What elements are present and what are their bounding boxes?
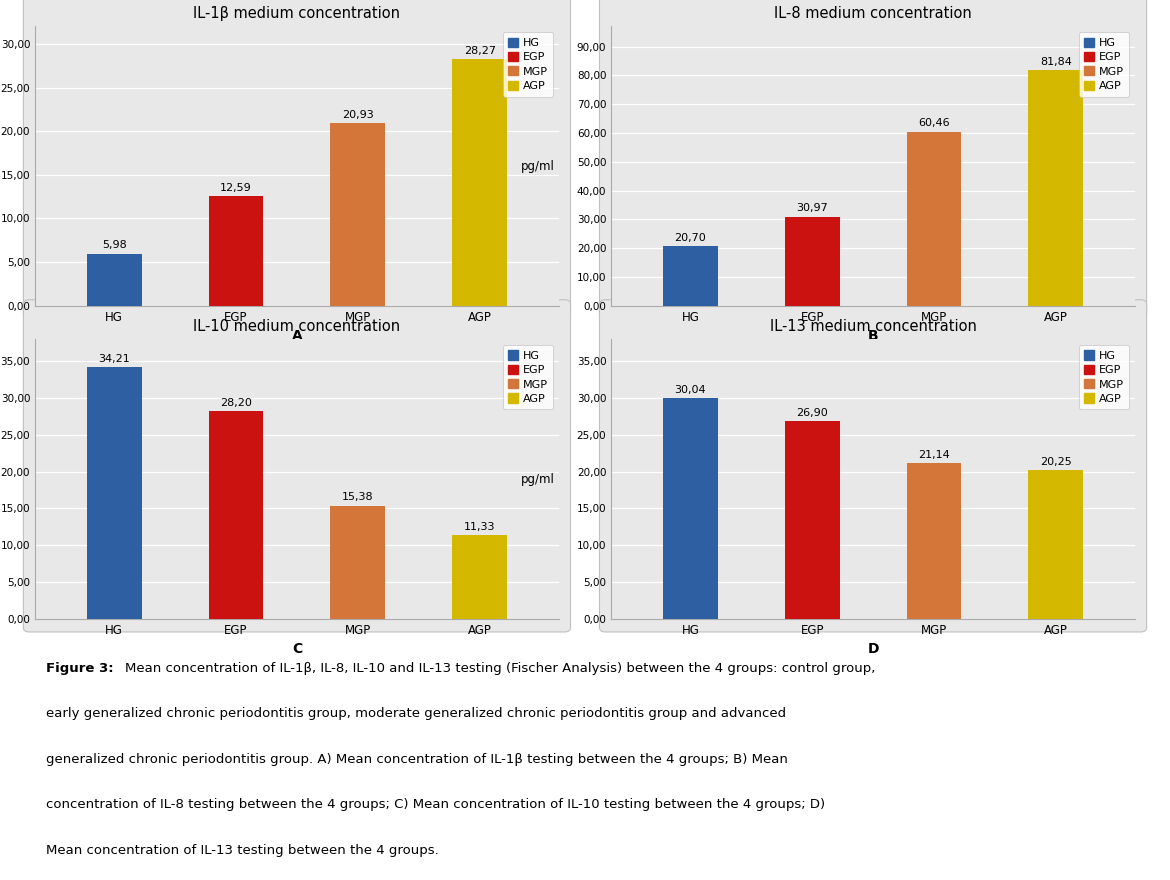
Text: 11,33: 11,33 [463, 522, 495, 532]
Text: 34,21: 34,21 [98, 354, 130, 363]
X-axis label: A: A [291, 329, 302, 343]
Bar [87, 367, 142, 619]
Bar [453, 535, 507, 619]
Legend: HG, EGP, MGP, AGP: HG, EGP, MGP, AGP [1079, 345, 1129, 409]
Text: 81,84: 81,84 [1040, 56, 1072, 67]
Bar [330, 123, 385, 306]
Legend: HG, EGP, MGP, AGP: HG, EGP, MGP, AGP [503, 32, 553, 97]
Bar [208, 196, 263, 306]
X-axis label: B: B [868, 329, 879, 343]
Title: IL-8 medium concentration: IL-8 medium concentration [775, 6, 972, 21]
Y-axis label: pg/ml: pg/ml [521, 473, 555, 486]
Bar [907, 132, 962, 306]
Text: 15,38: 15,38 [342, 492, 373, 502]
Text: 5,98: 5,98 [102, 240, 126, 250]
Bar [785, 421, 840, 619]
Text: generalized chronic periodontitis group. A) Mean concentration of IL-1β testing : generalized chronic periodontitis group.… [46, 752, 787, 766]
Text: Mean concentration of IL-1β, IL-8, IL-10 and IL-13 testing (Fischer Analysis) be: Mean concentration of IL-1β, IL-8, IL-10… [125, 662, 875, 675]
Bar [208, 412, 263, 619]
Title: IL-1β medium concentration: IL-1β medium concentration [193, 6, 400, 21]
X-axis label: D: D [867, 642, 879, 656]
Bar [87, 253, 142, 306]
Text: Mean concentration of IL-13 testing between the 4 groups.: Mean concentration of IL-13 testing betw… [46, 844, 439, 857]
Text: 28,27: 28,27 [463, 46, 496, 55]
Bar [330, 506, 385, 619]
Y-axis label: pg/ml: pg/ml [521, 159, 555, 172]
Text: concentration of IL-8 testing between the 4 groups; C) Mean concentration of IL-: concentration of IL-8 testing between th… [46, 798, 825, 811]
Text: 20,93: 20,93 [342, 110, 373, 120]
Text: 30,97: 30,97 [797, 203, 828, 213]
Text: Figure 3:: Figure 3: [46, 662, 118, 675]
Legend: HG, EGP, MGP, AGP: HG, EGP, MGP, AGP [503, 345, 553, 409]
X-axis label: C: C [291, 642, 302, 656]
Text: 60,46: 60,46 [918, 118, 950, 128]
Bar [663, 246, 717, 306]
Text: 21,14: 21,14 [918, 450, 950, 460]
Bar [785, 216, 840, 306]
Text: 28,20: 28,20 [220, 398, 252, 408]
Text: 20,70: 20,70 [674, 233, 707, 243]
Text: 20,25: 20,25 [1040, 457, 1072, 466]
Title: IL-13 medium concentration: IL-13 medium concentration [770, 319, 977, 334]
Legend: HG, EGP, MGP, AGP: HG, EGP, MGP, AGP [1079, 32, 1129, 97]
Text: 30,04: 30,04 [675, 385, 707, 394]
Text: 12,59: 12,59 [220, 182, 252, 193]
Bar [453, 59, 507, 306]
Text: early generalized chronic periodontitis group, moderate generalized chronic peri: early generalized chronic periodontitis … [46, 708, 786, 720]
Bar [1028, 70, 1083, 306]
Bar [1028, 470, 1083, 619]
Bar [907, 463, 962, 619]
Bar [663, 398, 717, 619]
Text: 26,90: 26,90 [797, 407, 828, 418]
Title: IL-10 medium concentration: IL-10 medium concentration [193, 319, 400, 334]
